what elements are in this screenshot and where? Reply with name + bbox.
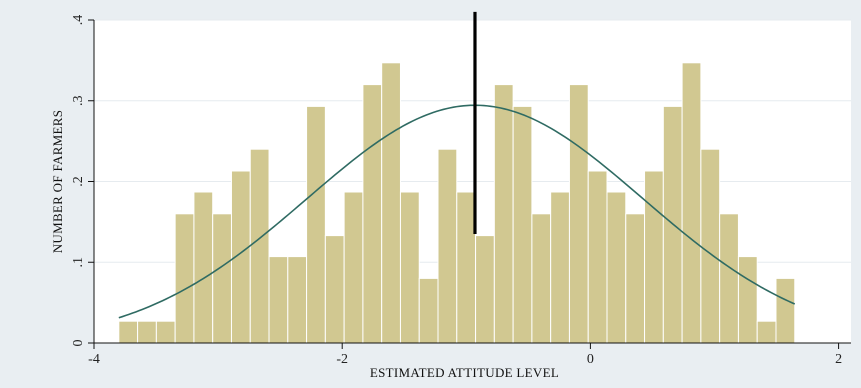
histogram-bar (193, 191, 214, 344)
histogram-bar (606, 191, 627, 344)
histogram-bar (512, 105, 533, 344)
y-tick-label: .1 (71, 257, 86, 268)
histogram-bar (737, 256, 758, 344)
x-axis-title: ESTIMATED ATTITUDE LEVEL (370, 365, 559, 380)
histogram-bar (700, 148, 721, 344)
histogram-bar (550, 191, 570, 344)
histogram-bar (343, 191, 364, 344)
x-tick-label: 0 (587, 352, 594, 367)
histogram-bar (268, 256, 289, 344)
y-tick-label: 0 (71, 340, 86, 347)
x-axis-ticks: -4 -2 0 2 (88, 343, 842, 367)
histogram-bar (493, 84, 514, 344)
y-tick-label: .3 (71, 96, 86, 107)
x-tick-label: -2 (336, 352, 348, 367)
histogram-bar (324, 235, 345, 344)
histogram-bar (362, 84, 383, 344)
histogram-bar (568, 84, 589, 344)
normal-density-curve (118, 104, 796, 319)
histogram-bar (418, 277, 439, 344)
histogram-bar (155, 320, 176, 344)
y-tick-label: .2 (71, 176, 86, 187)
histogram-bar (212, 213, 232, 344)
histogram-bar (306, 105, 326, 344)
histogram-bar (381, 62, 401, 344)
histogram-bar (437, 148, 458, 344)
histogram-bar (475, 235, 495, 344)
histogram-bar (644, 170, 664, 344)
histogram-bar (719, 213, 739, 344)
histogram-bar (681, 62, 702, 344)
histogram-bar (249, 148, 270, 344)
histogram-bar (399, 191, 420, 344)
histogram-bars (118, 62, 796, 344)
histogram-bar (174, 213, 195, 344)
histogram-bar (456, 191, 477, 344)
y-tick-label: .4 (71, 15, 86, 26)
y-axis-title: NUMBER OF FARMERS (50, 110, 65, 254)
histogram-bar (287, 256, 308, 344)
x-tick-label: -4 (88, 352, 100, 367)
histogram-bar (587, 170, 608, 344)
histogram-bar (756, 320, 777, 344)
histogram-bar (531, 213, 552, 344)
histogram-bar (775, 277, 796, 344)
y-axis-ticks: 0 .1 .2 .3 .4 (71, 15, 94, 347)
histogram-bar (118, 320, 139, 344)
histogram-bar (625, 213, 646, 344)
x-tick-label: 2 (835, 352, 842, 367)
histogram-bar (137, 320, 157, 344)
